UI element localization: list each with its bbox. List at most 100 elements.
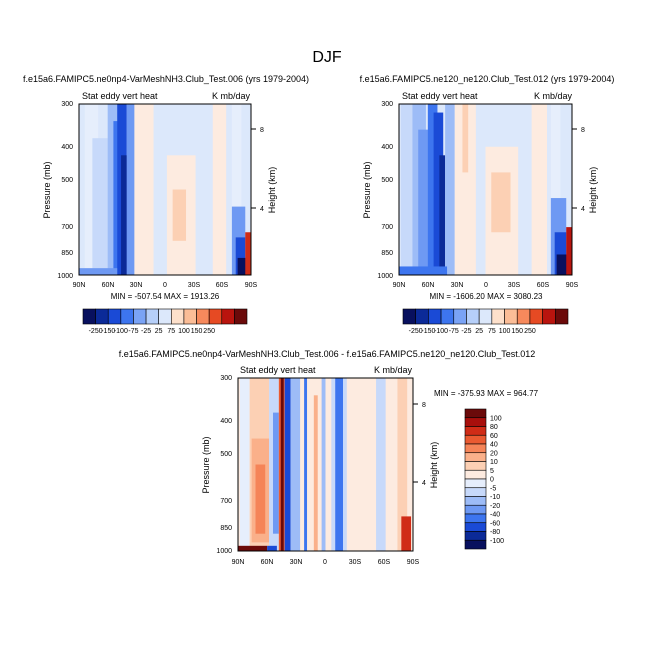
panel-3-field-band xyxy=(321,378,326,551)
panel-2-ytick-right: 4 xyxy=(581,206,585,213)
panel-1-field-band xyxy=(245,232,251,275)
colorbar-label: -100 xyxy=(114,328,128,335)
panel-3-field-band xyxy=(267,545,277,551)
panel-3-field-band xyxy=(255,464,266,534)
panel-2-field-band xyxy=(491,172,511,233)
panel-3-field-band xyxy=(284,378,291,551)
panel-2-ytick: 1000 xyxy=(377,273,393,280)
panel-3-plot-area xyxy=(238,378,413,551)
panel-1-xtick: 0 xyxy=(163,282,167,289)
panel-2-plot-area xyxy=(399,104,572,275)
colorbar-swatch xyxy=(453,308,467,325)
panel-2-field-band xyxy=(550,104,561,275)
panel-3-yticks: 300 400 500 700 850 1000 xyxy=(216,375,232,555)
colorbar-label: -80 xyxy=(490,529,500,536)
panel-1: f.e15a6.FAMIPC5.ne0np4-VarMeshNH3.Club_T… xyxy=(23,74,309,335)
panel-2-frame xyxy=(398,103,573,276)
colorbar-label: 60 xyxy=(490,433,498,440)
panel-2-field-band xyxy=(556,254,569,275)
panel-1-title: f.e15a6.FAMIPC5.ne0np4-VarMeshNH3.Club_T… xyxy=(23,74,309,84)
panel-1-field-band xyxy=(134,104,154,275)
panel-1-field-band xyxy=(212,104,227,275)
panel-3-field-band xyxy=(290,378,301,551)
colorbar-swatch xyxy=(464,487,487,497)
colorbar-swatch xyxy=(464,504,487,515)
panel-3-field-band xyxy=(280,378,284,551)
panel-1-yticks: 300 400 500 700 850 1000 xyxy=(57,101,73,280)
panel-1-xtick: 60S xyxy=(216,282,229,289)
panel-1-ytick: 500 xyxy=(61,177,73,184)
panel-2-field-band xyxy=(566,227,572,275)
panel-2-ytick: 700 xyxy=(381,224,393,231)
panel-3-left-label: Stat eddy vert heat xyxy=(240,365,316,375)
colorbar-label: -100 xyxy=(434,328,448,335)
colorbar-label: 75 xyxy=(488,328,496,335)
colorbar-swatch xyxy=(196,308,210,325)
colorbar-swatch xyxy=(145,308,159,325)
panel-2-field-band xyxy=(454,104,476,275)
panel-2-yticks: 300 400 500 700 850 1000 xyxy=(377,101,393,280)
colorbar-label: 40 xyxy=(490,442,498,449)
colorbar-swatch xyxy=(133,308,147,325)
panel-1-xtick: 30N xyxy=(130,282,143,289)
colorbar-swatch xyxy=(464,513,487,524)
colorbar-label: 75 xyxy=(167,328,175,335)
panel-2-ytick: 400 xyxy=(381,144,393,151)
panel-1-field-band xyxy=(231,104,242,275)
panel-2-ylabel: Pressure (mb) xyxy=(362,161,372,218)
panel-1-xtick: 30S xyxy=(188,282,201,289)
panel-3-ytick: 700 xyxy=(220,498,232,505)
panel-1-ylabel-right: Height (km) xyxy=(267,167,277,214)
colorbar-swatch xyxy=(183,308,197,325)
panel-1-field-band xyxy=(237,257,248,275)
panel-2-xtick: 60N xyxy=(422,282,435,289)
panel-1-xtick: 90N xyxy=(73,282,86,289)
colorbar-swatch xyxy=(516,308,531,325)
panel-1-field-band xyxy=(107,104,120,275)
colorbar-label: -25 xyxy=(461,328,471,335)
panel-3-field-band xyxy=(273,412,279,534)
panel-2-ylabel-right: Height (km) xyxy=(588,167,598,214)
colorbar-swatch xyxy=(464,461,487,471)
panel-2-xtick: 0 xyxy=(484,282,488,289)
colorbar-label: 100 xyxy=(490,415,502,422)
colorbar-swatch xyxy=(555,308,569,325)
panel-3-xtick: 30S xyxy=(349,559,362,566)
panel-3-field-band xyxy=(313,395,318,551)
colorbar-label: -250 xyxy=(409,328,423,335)
colorbar-swatch xyxy=(95,308,109,325)
panel-1-ylabel: Pressure (mb) xyxy=(42,161,52,218)
colorbar-label: 25 xyxy=(155,328,163,335)
panel-2-field-band xyxy=(439,155,446,275)
panel-2-xtick: 90N xyxy=(393,282,406,289)
colorbar-label: -150 xyxy=(421,328,435,335)
colorbar-label: -60 xyxy=(490,520,500,527)
panel-3-field-band xyxy=(401,516,412,551)
panel-3-xtick: 90N xyxy=(232,559,245,566)
panel-1-min-max: MIN = -507.54 MAX = 1913.26 xyxy=(111,292,220,301)
colorbar-swatch xyxy=(208,308,223,325)
panel-3-field-band xyxy=(238,545,268,551)
panel-1-ytick-right: 4 xyxy=(260,206,264,213)
panel-3-field-band xyxy=(397,378,408,551)
colorbar-label: 150 xyxy=(191,328,203,335)
colorbar-swatch xyxy=(158,308,172,325)
colorbar-swatch xyxy=(234,308,248,325)
colorbar-swatch xyxy=(478,308,493,325)
panel-1-field-band xyxy=(79,268,118,275)
panel-2-xticks: 90N 60N 30N 0 30S 60S 90S xyxy=(393,282,579,289)
colorbar-swatch xyxy=(107,308,122,325)
panel-3-right-label: K mb/day xyxy=(374,365,413,375)
colorbar-swatch xyxy=(464,539,487,550)
colorbar-label: 10 xyxy=(490,459,498,466)
panel-1-xtick: 90S xyxy=(245,282,258,289)
colorbar-label: -150 xyxy=(101,328,115,335)
colorbar-label: 0 xyxy=(490,477,494,484)
panel-2-xtick: 60S xyxy=(537,282,550,289)
colorbar-label: 80 xyxy=(490,424,498,431)
panel-3-field-band xyxy=(239,378,250,551)
colorbar-swatch xyxy=(464,417,487,427)
panel-1-field-band xyxy=(126,104,135,275)
